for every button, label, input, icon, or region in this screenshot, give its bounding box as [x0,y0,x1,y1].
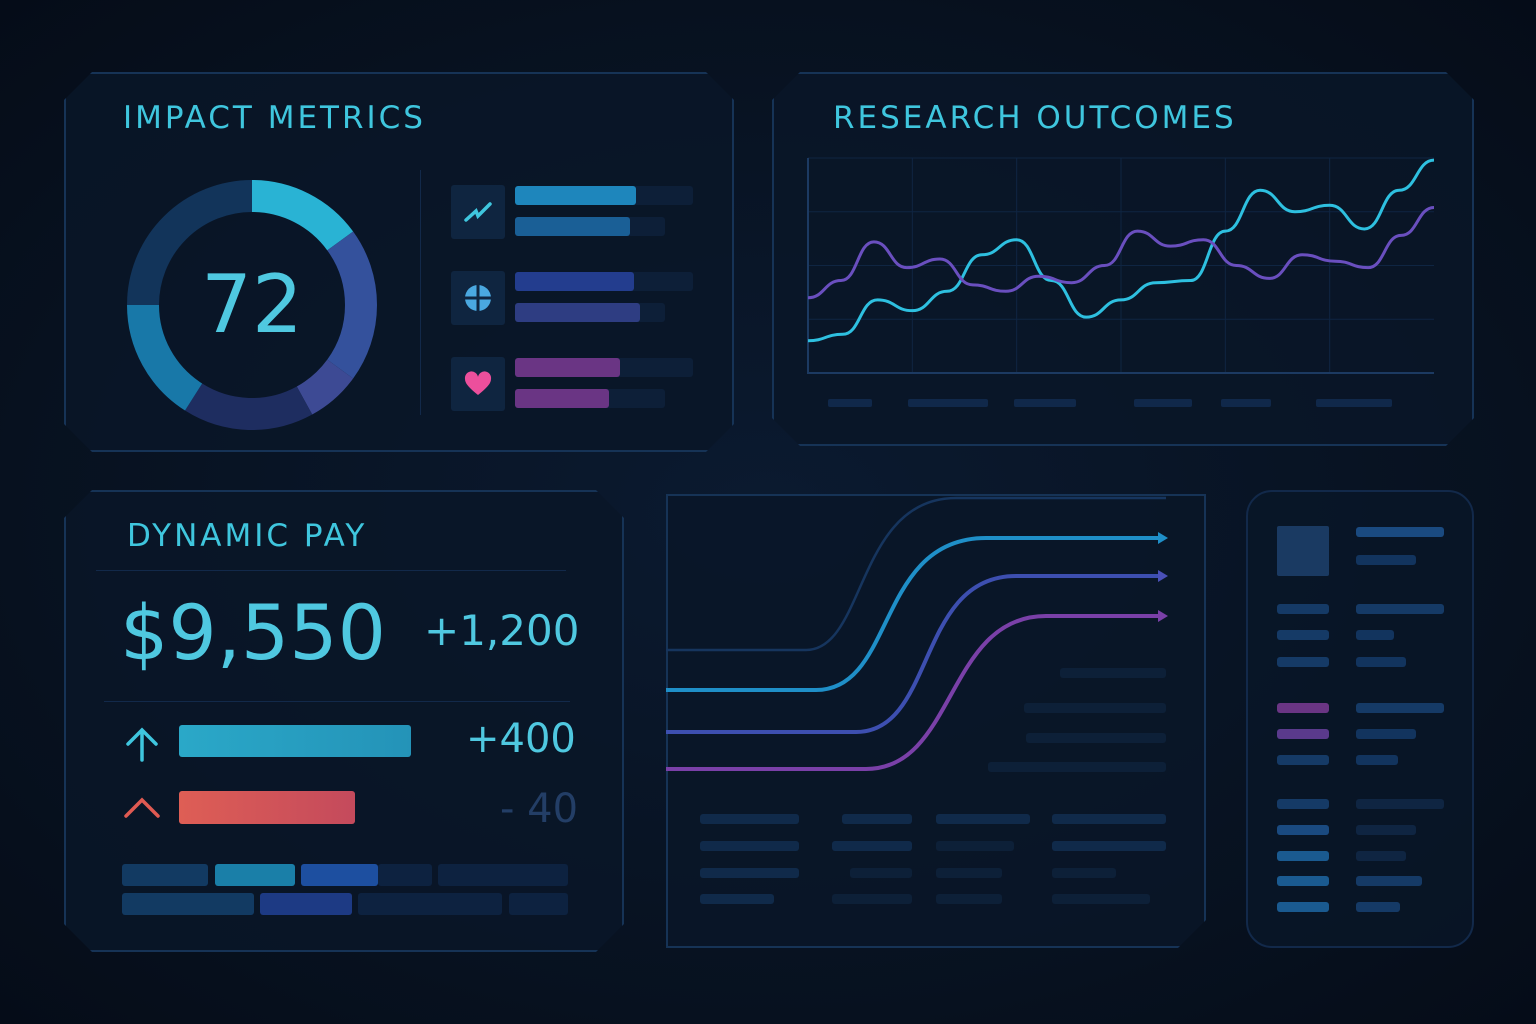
list-item-text [1356,527,1444,537]
pay-increase-value: +400 [466,716,576,762]
list-item-text [1356,729,1416,739]
flow-chart [666,496,1168,771]
metric-bar-fill [515,358,620,377]
list-item-marker [1277,851,1329,861]
metric-bar-fill [515,217,630,236]
donut-segment [127,304,203,411]
list-item-text [1356,851,1406,861]
pay-increase-bar [179,725,411,757]
divider [104,701,570,702]
list-item-text [1356,755,1398,765]
axis [807,158,1434,374]
pay-decrease-bar [179,791,355,824]
list-item-text [1356,555,1416,565]
list-item-text [1356,902,1400,912]
metric-bar-fill [515,272,634,291]
list-item-marker [1277,657,1329,667]
list-item-marker [1277,630,1329,640]
list-item-text [1356,604,1444,614]
list-item-text [1356,630,1394,640]
metric-bar-fill [515,303,640,322]
avatar [1277,526,1329,576]
chevron-up-icon [124,797,160,818]
donut-segment [251,180,354,251]
donut-segment [296,359,354,415]
list-item-marker [1277,799,1329,809]
impact-score: 72 [201,258,303,351]
list-item-marker [1277,755,1329,765]
research-line-chart [807,157,1435,407]
series-line-purple [807,205,1435,300]
pay-decrease-value: - 40 [500,786,579,832]
list-item-marker [1277,729,1329,739]
x-tick-label-placeholder [1134,399,1192,407]
metric-bar-fill [515,186,636,205]
list-item-marker [1277,902,1329,912]
x-tick-label-placeholder [828,399,872,407]
donut-segment [127,180,253,306]
divider [420,170,421,415]
list-item-marker [1277,876,1329,886]
list-item-text [1356,825,1416,835]
donut-segment [185,383,313,430]
research-outcomes-title: RESEARCH OUTCOMES [833,100,1237,136]
x-tick-label-placeholder [1221,399,1271,407]
x-tick-label-placeholder [908,399,988,407]
donut-segment [326,231,377,379]
x-tick-label-placeholder [1014,399,1076,407]
dynamic-pay-title: DYNAMIC PAY [127,518,368,554]
list-item-text [1356,703,1444,713]
list-item-marker [1277,825,1329,835]
pay-total: $9,550 [120,588,386,677]
x-tick-label-placeholder [1316,399,1392,407]
research-outcomes-panel [772,72,1474,446]
arrow-up-icon [126,727,158,762]
metric-bar-fill [515,389,609,408]
impact-metrics-title: IMPACT METRICS [123,100,426,136]
list-item-marker [1277,703,1329,713]
impact-score-donut [127,180,377,430]
series-line-cyan [807,158,1435,343]
globe-icon [451,271,505,325]
trend-line-icon [451,185,505,239]
list-item-marker [1277,604,1329,614]
list-item-text [1356,657,1406,667]
list-item-text [1356,876,1422,886]
heart-icon [451,357,505,411]
pay-total-change: +1,200 [424,606,580,655]
divider [96,570,566,571]
list-item-text [1356,799,1444,809]
